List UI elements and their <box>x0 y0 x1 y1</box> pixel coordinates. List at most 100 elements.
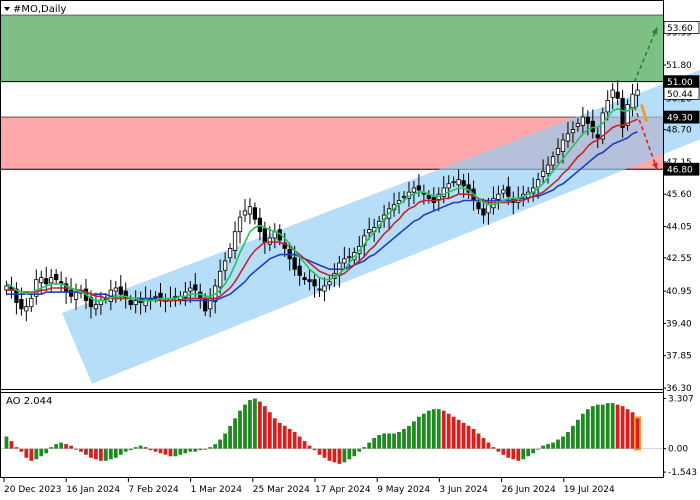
ao-bar <box>426 410 431 449</box>
candle-body <box>580 116 585 126</box>
candle-body <box>461 180 466 187</box>
ao-bar <box>168 448 173 457</box>
price-tick-label: 40.95 <box>666 287 692 297</box>
ao-bar <box>392 433 396 449</box>
candle <box>545 156 551 184</box>
candle <box>247 198 253 225</box>
candle-body <box>29 297 34 308</box>
ao-bar <box>382 433 386 449</box>
price-tick-label: 37.85 <box>666 352 692 362</box>
candle <box>312 272 317 298</box>
candle-body <box>44 278 49 285</box>
ao-bar <box>128 448 133 451</box>
ao-bar <box>258 401 262 449</box>
ao-bar <box>546 444 550 449</box>
ao-bar <box>481 438 486 449</box>
ao-bar <box>635 418 640 449</box>
ao-bar <box>49 447 54 449</box>
price-tag-box <box>663 86 700 100</box>
ao-bar <box>118 448 123 455</box>
ao-bar <box>243 404 247 449</box>
ao-bar <box>367 442 372 449</box>
candle-body <box>153 295 158 298</box>
ao-bar <box>153 448 158 452</box>
time-tick-label: 1 Mar 2024 <box>191 485 243 495</box>
ao-bar <box>436 409 441 449</box>
ao-bar <box>397 431 401 449</box>
price-tag-label: 49.30 <box>667 114 693 124</box>
candle <box>605 90 610 121</box>
ao-bar <box>625 409 630 449</box>
candle-body <box>39 277 44 284</box>
ao-bar <box>143 447 148 449</box>
ao-bar <box>218 439 223 449</box>
ao-bar <box>4 436 9 449</box>
candle-body <box>610 89 615 98</box>
candle-body <box>456 179 461 186</box>
ao-bar <box>223 433 227 449</box>
ao-bar <box>89 448 93 458</box>
ao-bar <box>541 445 545 449</box>
candle <box>600 107 605 145</box>
ao-bar <box>491 447 496 449</box>
candle-body <box>347 256 352 259</box>
price-tag: 50.44 <box>663 86 700 100</box>
candle <box>620 89 625 138</box>
candle-body <box>446 183 451 189</box>
ao-bar <box>34 448 39 460</box>
ao-bar <box>9 441 14 449</box>
candle <box>426 190 431 204</box>
candle <box>456 169 461 194</box>
candle <box>317 277 322 297</box>
symbol-title: #MO,Daily <box>13 4 66 15</box>
time-tick-label: 25 Mar 2024 <box>253 485 310 495</box>
ao-bar <box>431 409 436 449</box>
ao-bar <box>511 448 516 460</box>
ao-bar <box>287 428 292 449</box>
candle-body <box>585 116 590 124</box>
price-tag-label: 51.00 <box>667 78 693 88</box>
candle-body <box>536 179 541 188</box>
ao-bar <box>610 403 615 449</box>
candle-body <box>630 93 635 109</box>
ao-bar <box>556 439 560 449</box>
ao-bar <box>203 448 208 450</box>
price-tick-label: 44.05 <box>666 223 692 233</box>
forecast-up-line <box>633 27 658 82</box>
price-tag: 49.30 <box>663 110 700 124</box>
forecast-layer <box>633 27 658 170</box>
candle <box>24 298 29 322</box>
ao-bar <box>213 444 218 449</box>
candle <box>113 281 118 303</box>
candle-body <box>545 164 551 174</box>
ao-bar <box>297 436 302 449</box>
candle <box>242 198 248 222</box>
candle <box>34 269 39 305</box>
candle <box>49 269 54 293</box>
candle <box>446 175 451 199</box>
ao-bar <box>461 422 466 449</box>
candle-body <box>262 228 267 243</box>
time-tick-label: 19 Jul 2024 <box>564 485 615 495</box>
zones-layer <box>1 14 663 170</box>
triangle-down-icon[interactable] <box>4 7 10 11</box>
candle-body <box>232 231 238 251</box>
ao-bar <box>19 448 24 452</box>
candle <box>580 106 585 134</box>
candle-body <box>575 122 581 127</box>
ao-bar <box>233 418 237 449</box>
candle-body <box>605 100 610 113</box>
candle <box>232 221 238 260</box>
ao-bar <box>44 448 49 454</box>
ao-bar <box>531 448 536 454</box>
candle-body <box>24 306 29 312</box>
candle-body <box>49 277 54 284</box>
ao-bar <box>332 448 337 463</box>
candle <box>302 272 307 285</box>
ao-bar <box>521 448 526 460</box>
ao-bar <box>94 448 98 460</box>
ao-bar <box>193 448 198 452</box>
price-tick-label: 48.70 <box>666 126 692 136</box>
